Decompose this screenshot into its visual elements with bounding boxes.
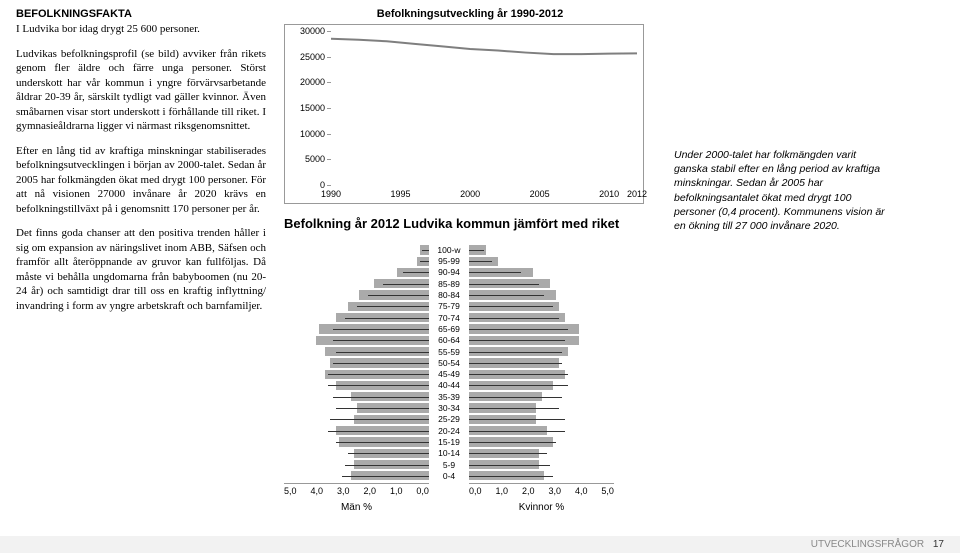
pyramid-row: 60-64 xyxy=(284,335,656,346)
pyramid-row: 90-94 xyxy=(284,267,656,278)
y-tick-label: 10000 xyxy=(291,129,325,139)
pyramid-row-label: 100-w xyxy=(429,245,469,255)
pyramid-row-label: 15-19 xyxy=(429,437,469,447)
pyramid-x-tick: 5,0 xyxy=(284,486,297,496)
pyramid-x-tick: 3,0 xyxy=(548,486,561,496)
text-column-left: BEFOLKNINGSFAKTA I Ludvika bor idag dryg… xyxy=(16,8,266,513)
pyramid-x-tick: 2,0 xyxy=(522,486,535,496)
x-tick-label: 2010 xyxy=(599,189,619,199)
pyramid-row: 85-89 xyxy=(284,278,656,289)
pyramid-axis-labels: Män % Kvinnor % xyxy=(284,502,656,513)
pyramid-x-tick: 0,0 xyxy=(416,486,429,496)
x-tick-label: 2000 xyxy=(460,189,480,199)
pyramid-row: 0-4 xyxy=(284,470,656,481)
pyramid-row: 40-44 xyxy=(284,380,656,391)
page-footer: UTVECKLINGSFRÅGOR 17 xyxy=(0,536,960,553)
pyramid-row-label: 80-84 xyxy=(429,290,469,300)
pyramid-x-tick: 0,0 xyxy=(469,486,482,496)
y-tick-label: 20000 xyxy=(291,77,325,87)
pyramid-row-label: 5-9 xyxy=(429,460,469,470)
pyramid-row-label: 10-14 xyxy=(429,448,469,458)
pyramid-row-label: 55-59 xyxy=(429,347,469,357)
pyramid-x-tick: 2,0 xyxy=(363,486,376,496)
pyramid-row-label: 35-39 xyxy=(429,392,469,402)
side-note-column: Under 2000-talet har folkmängden varit g… xyxy=(674,8,892,513)
pyramid-row-label: 0-4 xyxy=(429,471,469,481)
population-trend-line xyxy=(331,39,637,54)
pyramid-row-label: 30-34 xyxy=(429,403,469,413)
y-tick-label: 0 xyxy=(291,180,325,190)
y-tick-label: 30000 xyxy=(291,26,325,36)
para-4: Det finns goda chanser att den positiva … xyxy=(16,226,266,313)
pyramid-row-label: 60-64 xyxy=(429,335,469,345)
pyramid-row-label: 95-99 xyxy=(429,256,469,266)
pyramid-row-label: 45-49 xyxy=(429,369,469,379)
pyramid-row: 10-14 xyxy=(284,448,656,459)
pyramid-row: 20-24 xyxy=(284,425,656,436)
pyramid-x-tick: 1,0 xyxy=(390,486,403,496)
pyramid-x-tick: 3,0 xyxy=(337,486,350,496)
pyramid-row: 15-19 xyxy=(284,436,656,447)
pyramid-row: 75-79 xyxy=(284,301,656,312)
pyramid-row: 80-84 xyxy=(284,289,656,300)
x-tick-label: 1995 xyxy=(391,189,411,199)
pyramid-x-tick: 4,0 xyxy=(575,486,588,496)
line-chart-title: Befolkningsutveckling år 1990-2012 xyxy=(284,8,656,20)
pyramid-x-tick: 4,0 xyxy=(310,486,323,496)
section-heading: BEFOLKNINGSFAKTA xyxy=(16,8,266,20)
pyramid-row-label: 75-79 xyxy=(429,301,469,311)
x-tick-label: 1990 xyxy=(321,189,341,199)
line-chart: 0 5000 10000 15000 20000 25000 30000 1990 1995 20… xyxy=(284,24,644,204)
para-1: I Ludvika bor idag drygt 25 600 personer… xyxy=(16,22,266,37)
charts-column: Befolkningsutveckling år 1990-2012 0 5000… xyxy=(284,8,656,513)
y-tick-label: 15000 xyxy=(291,103,325,113)
pyramid-row: 50-54 xyxy=(284,357,656,368)
y-tick-label: 5000 xyxy=(291,154,325,164)
pyramid-row-label: 20-24 xyxy=(429,426,469,436)
pyramid-row: 35-39 xyxy=(284,391,656,402)
pyramid-row-label: 65-69 xyxy=(429,324,469,334)
y-tick-label: 25000 xyxy=(291,52,325,62)
side-note: Under 2000-talet har folkmängden varit g… xyxy=(674,148,892,233)
pyramid-x-tick: 5,0 xyxy=(601,486,614,496)
pyramid-x-tick: 1,0 xyxy=(495,486,508,496)
pyramid-row-label: 90-94 xyxy=(429,267,469,277)
pyramid-row: 5-9 xyxy=(284,459,656,470)
pyramid-row-label: 70-74 xyxy=(429,313,469,323)
pyramid-title: Befolkning år 2012 Ludvika kommun jämför… xyxy=(284,216,656,232)
pyramid-row-label: 50-54 xyxy=(429,358,469,368)
footer-page-number: 17 xyxy=(933,539,944,550)
footer-section: UTVECKLINGSFRÅGOR xyxy=(811,539,924,550)
pyramid-row: 25-29 xyxy=(284,414,656,425)
pyramid-row: 30-34 xyxy=(284,402,656,413)
pyramid-left-axis-label: Män % xyxy=(284,502,429,513)
pyramid-row-label: 85-89 xyxy=(429,279,469,289)
para-2: Ludvikas befolkningsprofil (se bild) avv… xyxy=(16,47,266,134)
pyramid-row: 65-69 xyxy=(284,323,656,334)
para-3: Efter en lång tid av kraftiga minskninga… xyxy=(16,144,266,217)
x-tick-label: 2012 xyxy=(627,189,647,199)
x-tick-label: 2005 xyxy=(530,189,550,199)
pyramid-right-axis-label: Kvinnor % xyxy=(469,502,614,513)
pyramid-row-label: 40-44 xyxy=(429,380,469,390)
pyramid-row: 100-w xyxy=(284,244,656,255)
pyramid-row: 55-59 xyxy=(284,346,656,357)
pyramid-row: 95-99 xyxy=(284,256,656,267)
population-pyramid: 100-w95-9990-94 85-8980-8475-79 70-7465-69… xyxy=(284,240,656,481)
pyramid-row: 70-74 xyxy=(284,312,656,323)
pyramid-x-axis: 5,0 4,0 3,0 2,0 1,0 0,0 0,0 1,0 2,0 3,0 4,0 5,0 xyxy=(284,483,656,496)
pyramid-row-label: 25-29 xyxy=(429,414,469,424)
pyramid-row: 45-49 xyxy=(284,369,656,380)
